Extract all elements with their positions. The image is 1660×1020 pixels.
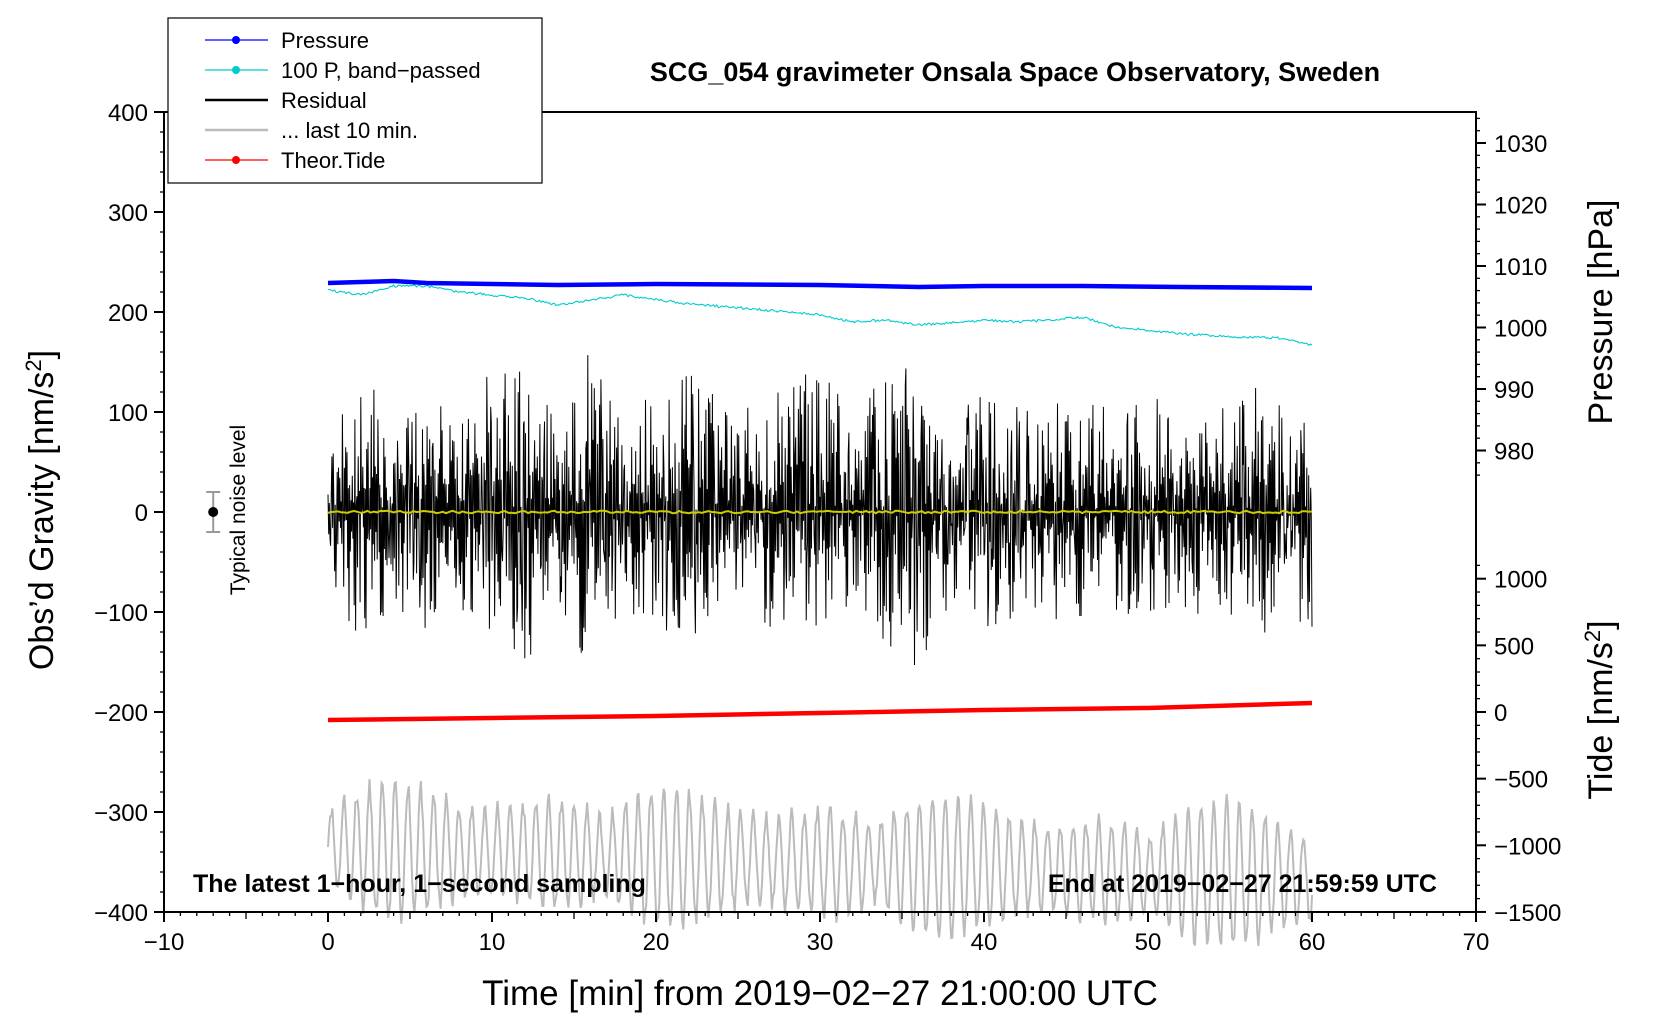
y-tick-label: 100: [108, 400, 148, 427]
y-tick-label: −300: [94, 800, 148, 827]
tide-tick-label: 1000: [1494, 567, 1547, 594]
y-tick-label: 400: [108, 100, 148, 127]
x-tick-label: 50: [1135, 929, 1162, 956]
annotation-end-time: End at 2019−02−27 21:59:59 UTC: [1048, 870, 1437, 898]
legend: Pressure 100 P, band−passed Residual ...…: [167, 17, 543, 184]
x-tick-label: 30: [807, 929, 834, 956]
y-axis-label-pressure: Pressure [hPa]: [1582, 200, 1620, 425]
x-tick-label: 10: [479, 929, 506, 956]
pressure-tick-label: 1030: [1494, 131, 1547, 158]
y-tick-label: −400: [94, 900, 148, 927]
legend-label-last-10-min: ... last 10 min.: [281, 118, 418, 143]
legend-entry-theor-tide: Theor.Tide: [205, 148, 385, 173]
legend-entry-band-passed: 100 P, band−passed: [205, 58, 481, 83]
x-tick-label: −10: [144, 929, 185, 956]
series-residual-mean: [327, 509, 1313, 515]
tide-tick-label: −1000: [1494, 833, 1561, 860]
y-axis-label-left: Obs’d Gravity [nm/s2]: [21, 350, 62, 670]
annotation-sampling: The latest 1−hour, 1−second sampling: [193, 870, 646, 898]
tide-tick-label: −1500: [1494, 900, 1561, 927]
pressure-tick-label: 1010: [1494, 254, 1547, 281]
legend-entry-last-10-min: ... last 10 min.: [205, 118, 418, 143]
series-pressure: [327, 278, 1313, 291]
tide-tick-label: 500: [1494, 633, 1534, 660]
tide-tick-label: −500: [1494, 767, 1548, 794]
legend-label-theor-tide: Theor.Tide: [281, 148, 385, 173]
chart-title: SCG_054 gravimeter Onsala Space Observat…: [650, 57, 1380, 87]
legend-label-residual: Residual: [281, 88, 367, 113]
legend-label-band-passed: 100 P, band−passed: [281, 58, 481, 83]
legend-entry-residual: Residual: [205, 88, 367, 113]
noise-bar-marker: [208, 507, 219, 517]
x-tick-label: 0: [321, 929, 334, 956]
tide-tick-label: 0: [1494, 700, 1507, 727]
pressure-tick-label: 990: [1494, 377, 1534, 404]
series-residual: [327, 355, 1313, 666]
y-axis-label-tide: Tide [nm/s2]: [1580, 620, 1621, 799]
y-tick-label: 300: [108, 200, 148, 227]
y-tick-label: −200: [94, 700, 148, 727]
x-tick-label: 60: [1299, 929, 1326, 956]
legend-marker-band-passed: [232, 66, 240, 74]
axes: −10 0 10 20 30 40 50 60 704003002001000−100−200−…: [94, 100, 1561, 956]
pressure-tick-label: 1000: [1494, 316, 1547, 343]
legend-entry-pressure: Pressure: [205, 28, 369, 53]
series-band-passed: [327, 284, 1313, 347]
plot-area: [206, 278, 1313, 946]
y-tick-label: −100: [94, 600, 148, 627]
legend-label-pressure: Pressure: [281, 28, 369, 53]
series-theor-tide: [327, 700, 1313, 723]
x-tick-label: 20: [643, 929, 670, 956]
legend-marker-theor-tide: [232, 156, 240, 164]
y-tick-label: 0: [135, 500, 148, 527]
x-axis-label: Time [min] from 2019−02−27 21:00:00 UTC: [482, 974, 1158, 1013]
pressure-tick-label: 1020: [1494, 193, 1547, 220]
y-tick-label: 200: [108, 300, 148, 327]
legend-marker-pressure: [232, 36, 240, 44]
series-last-10-min: [327, 779, 1313, 946]
x-tick-label: 70: [1463, 929, 1490, 956]
pressure-tick-label: 980: [1494, 439, 1534, 466]
x-tick-label: 40: [971, 929, 998, 956]
noise-level-label: Typical noise level: [227, 425, 250, 595]
